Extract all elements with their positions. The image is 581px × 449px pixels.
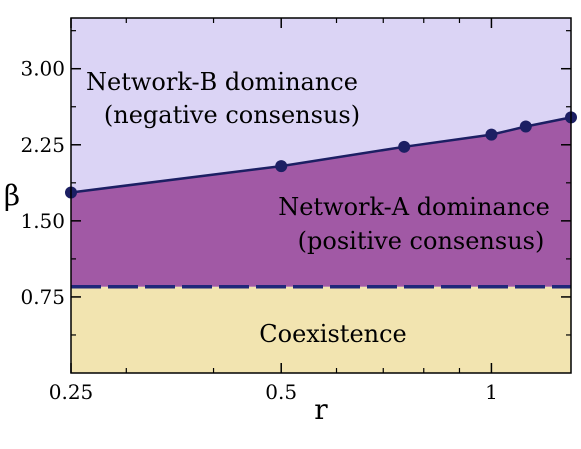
region-a-label-line1: Network-A dominance — [278, 193, 550, 221]
region-c-fill — [71, 286, 571, 373]
region-b-label-line1: Network-B dominance — [86, 68, 358, 96]
x-axis-label: r — [314, 393, 328, 426]
y-tick-label: 0.75 — [20, 285, 65, 309]
boundary-point — [275, 160, 288, 173]
y-tick-label: 2.25 — [20, 133, 65, 157]
y-tick-label: 3.00 — [20, 57, 65, 81]
boundary-curve — [70, 116, 572, 194]
x-tick-label: 1 — [485, 380, 498, 404]
region-c-label-line1: Coexistence — [259, 320, 407, 348]
x-tick-label: 0.25 — [49, 380, 94, 404]
region-b-label-line2: (negative consensus) — [104, 101, 360, 129]
x-tick-label: 0.5 — [265, 380, 297, 404]
y-tick-label: 1.50 — [20, 209, 65, 233]
boundary-point — [519, 120, 532, 133]
region-a-label-line2: (positive consensus) — [298, 227, 545, 255]
y-axis-label: β — [4, 179, 20, 212]
plot-frame — [70, 17, 572, 374]
boundary-point — [398, 140, 411, 153]
region-a-fill — [71, 117, 571, 287]
boundary-point — [485, 128, 498, 141]
